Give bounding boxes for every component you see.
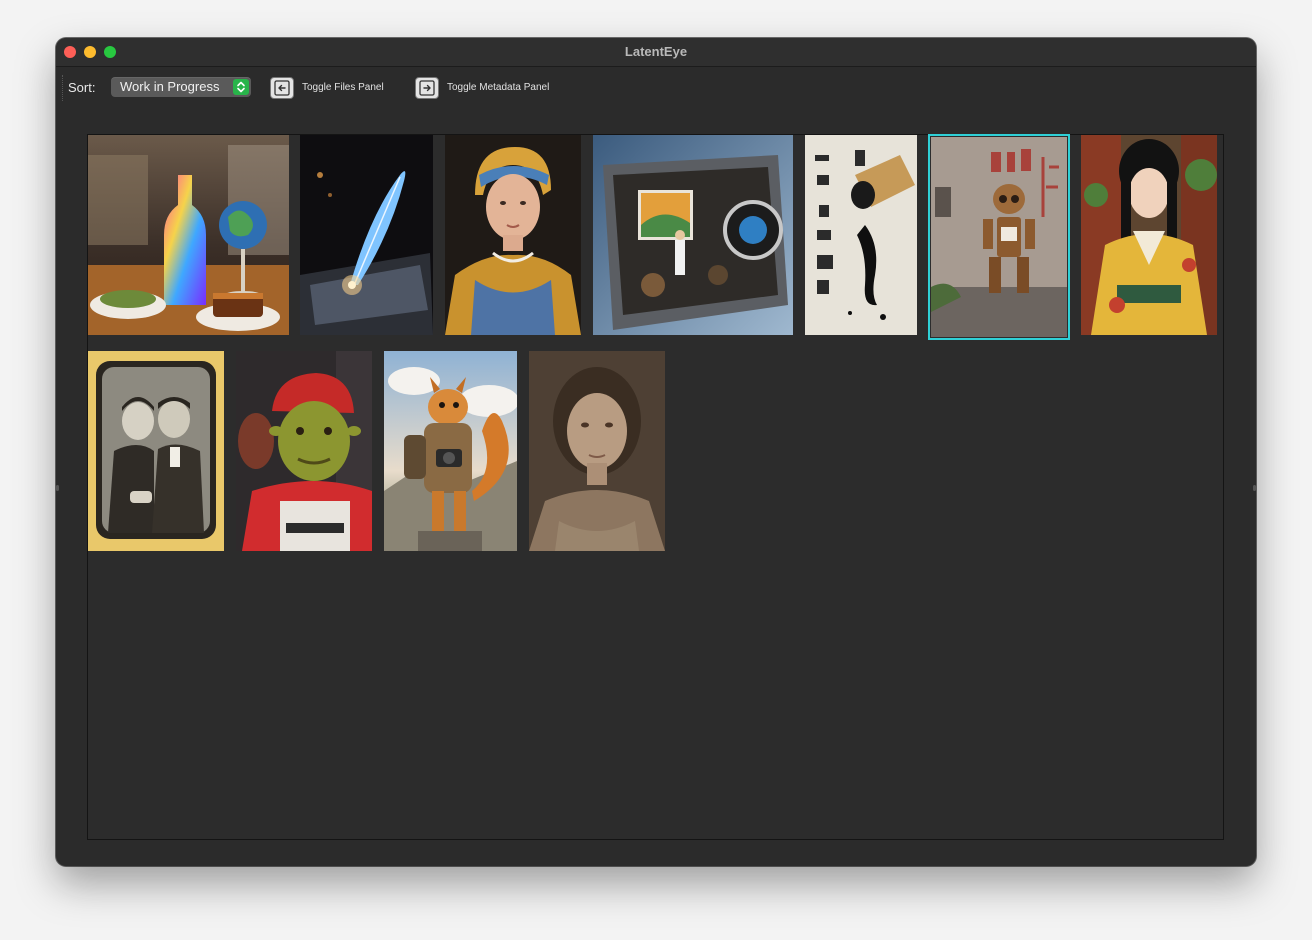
toolbar-grip[interactable] — [62, 75, 65, 101]
chevron-up-down-icon — [233, 79, 249, 95]
thumbnail-glowing-feather[interactable] — [300, 135, 433, 335]
toolbar: Sort: Work in Progress Toggle Files Pane… — [56, 67, 1256, 107]
arrow-right-box-icon — [415, 77, 439, 99]
thumbnail-ink-brush[interactable] — [805, 135, 917, 335]
left-resize-handle[interactable] — [56, 485, 59, 491]
toggle-metadata-panel-button[interactable]: Toggle Metadata Panel — [415, 77, 575, 99]
sort-label: Sort: — [68, 80, 96, 95]
window-title: LatentEye — [624, 44, 688, 59]
app-window: LatentEye Sort: Work in Progress Toggle … — [56, 38, 1256, 866]
thumbnail-robot-graffiti[interactable] — [928, 134, 1070, 340]
toggle-metadata-panel-label: Toggle Metadata Panel — [447, 82, 550, 93]
title-bar[interactable]: LatentEye — [56, 38, 1256, 67]
zoom-window-button[interactable] — [104, 46, 116, 58]
thumbnail-camera-diorama[interactable] — [593, 135, 793, 335]
image-gallery — [87, 134, 1224, 840]
toggle-files-panel-button[interactable]: Toggle Files Panel — [270, 77, 410, 99]
thumbnail-vintage-couple[interactable] — [88, 351, 224, 551]
toggle-files-panel-label: Toggle Files Panel — [302, 82, 384, 93]
close-window-button[interactable] — [64, 46, 76, 58]
right-resize-handle[interactable] — [1253, 485, 1256, 491]
sort-select-value: Work in Progress — [120, 79, 220, 94]
minimize-window-button[interactable] — [84, 46, 96, 58]
arrow-left-box-icon — [270, 77, 294, 99]
thumbnail-kimono-woman[interactable] — [1081, 135, 1217, 335]
thumbnail-wine-bottle[interactable] — [88, 135, 289, 335]
thumbnail-headscarf-portrait[interactable] — [445, 135, 581, 335]
thumbnail-ogre-hoodie[interactable] — [236, 351, 372, 551]
sort-select[interactable]: Work in Progress — [111, 77, 251, 97]
thumbnail-squirrel-photographer[interactable] — [384, 351, 517, 551]
thumbnail-faded-portrait[interactable] — [529, 351, 665, 551]
